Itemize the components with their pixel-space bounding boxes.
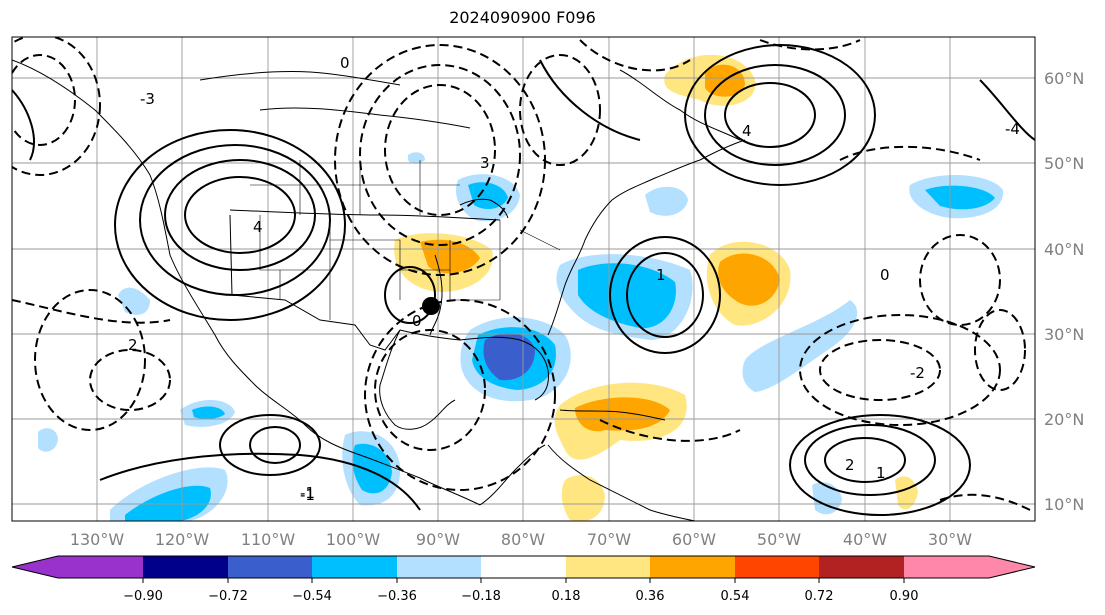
lat-label: 10°N xyxy=(1044,495,1084,514)
lon-label: 100°W xyxy=(326,530,381,549)
contour-labels: 0 1 2 3 4 -2 -1 0 -3 1 2 4 -4 0 -1 xyxy=(128,54,1020,504)
colorbar-segment xyxy=(989,556,1035,578)
colorbar-segment xyxy=(481,556,566,578)
shade-mexicowest-cool-core xyxy=(192,406,225,419)
contour-label: 4 xyxy=(742,122,752,140)
lat-label: 60°N xyxy=(1044,69,1084,88)
lat-label: 20°N xyxy=(1044,410,1084,429)
lon-label: 30°W xyxy=(928,530,972,549)
colorbar-segment xyxy=(143,556,228,578)
colorbar-tick-label: 0.54 xyxy=(721,589,750,604)
storm-center-marker xyxy=(422,297,440,315)
colorbar-segment xyxy=(228,556,312,578)
state-borders xyxy=(250,160,561,320)
colorbar-segment xyxy=(566,556,650,578)
colorbar-tick-label: 0.72 xyxy=(805,589,834,604)
shade-gulf-cool-core xyxy=(483,333,535,381)
colorbar-segment xyxy=(650,556,735,578)
colorbar-tick-label: 0.36 xyxy=(636,589,665,604)
colorbar-segment xyxy=(12,556,58,578)
shade-caribbean-warm-core xyxy=(575,397,670,432)
lon-label: 40°W xyxy=(843,530,887,549)
lon-label: 80°W xyxy=(501,530,545,549)
contour-label: 0 xyxy=(880,266,890,284)
colorbar-ticks xyxy=(142,578,905,583)
contour-label: -4 xyxy=(1005,120,1020,138)
contour-label: 2 xyxy=(845,456,855,474)
contour-label: -1 xyxy=(300,486,315,504)
lat-label: 40°N xyxy=(1044,240,1084,259)
colorbar-segment xyxy=(397,556,481,578)
contour-label: 1 xyxy=(876,464,886,482)
colorbar-outline xyxy=(11,555,1036,579)
shade-southamerica-warm xyxy=(561,475,605,521)
colorbar-segment xyxy=(58,556,143,578)
colorbar-segment xyxy=(904,556,989,578)
lon-label: 60°W xyxy=(672,530,716,549)
shade-atlantic-warm-core xyxy=(718,253,780,306)
map-content: 0 1 2 3 4 -2 -1 0 -3 1 2 4 -4 0 -1 xyxy=(12,37,1035,521)
coastlines xyxy=(12,59,746,521)
lon-label: 110°W xyxy=(241,530,296,549)
contour-label: -3 xyxy=(140,90,155,108)
contour-label: -1 xyxy=(300,484,315,502)
colorbar-segment xyxy=(312,556,397,578)
colorbar-tick-label: −0.72 xyxy=(208,589,248,604)
shade-pacific-cool-sw-core xyxy=(125,485,211,521)
plot-title: 2024090900 F096 xyxy=(449,8,596,27)
contour-label: 3 xyxy=(480,154,490,172)
shade-southeast-warm xyxy=(895,476,918,510)
contour-label: -2 xyxy=(910,364,925,382)
colorbar-tick-label: −0.36 xyxy=(377,589,417,604)
shade-westcoast-cool xyxy=(118,287,150,315)
contour-label: 4 xyxy=(253,218,263,236)
shade-hudson-cool xyxy=(408,152,425,164)
shade-pacific-far-cool xyxy=(38,428,58,452)
shade-midatlantic-cool xyxy=(742,300,858,392)
contour-label: 0 xyxy=(340,54,350,72)
latitude-labels: 60°N 50°N 40°N 30°N 20°N 10°N xyxy=(1044,69,1084,514)
colorbar-tick-label: −0.18 xyxy=(461,589,501,604)
contours-negative xyxy=(12,37,1031,511)
shade-newfoundland-cool xyxy=(645,186,688,216)
shade-eastatlantic-cool-core xyxy=(925,185,995,210)
contour-label: 2 xyxy=(128,336,138,354)
lon-label: 130°W xyxy=(70,530,125,549)
lon-label: 90°W xyxy=(416,530,460,549)
map-frame xyxy=(11,36,1036,522)
shade-greatlakes-cool-core xyxy=(468,182,508,210)
lat-label: 30°N xyxy=(1044,325,1084,344)
shaded-regions xyxy=(38,54,1004,521)
lon-label: 120°W xyxy=(155,530,210,549)
colorbar-tick-label: −0.90 xyxy=(123,589,163,604)
lon-label: 70°W xyxy=(587,530,631,549)
lat-label: 50°N xyxy=(1044,154,1084,173)
longitude-labels: 130°W 120°W 110°W 100°W 90°W 80°W 70°W 6… xyxy=(70,530,972,549)
colorbar: −0.90 −0.72 −0.54 −0.36 −0.18 0.18 0.36 … xyxy=(11,555,1036,604)
lon-label: 50°W xyxy=(757,530,801,549)
colorbar-tick-label: 0.90 xyxy=(890,589,919,604)
contours-positive xyxy=(12,44,1035,516)
contour-label: 0 xyxy=(412,312,422,330)
colorbar-tick-label: 0.18 xyxy=(552,589,581,604)
contour-label: 1 xyxy=(656,266,666,284)
colorbar-tick-label: −0.54 xyxy=(292,589,332,604)
colorbar-segment xyxy=(819,556,904,578)
colorbar-segment xyxy=(735,556,819,578)
